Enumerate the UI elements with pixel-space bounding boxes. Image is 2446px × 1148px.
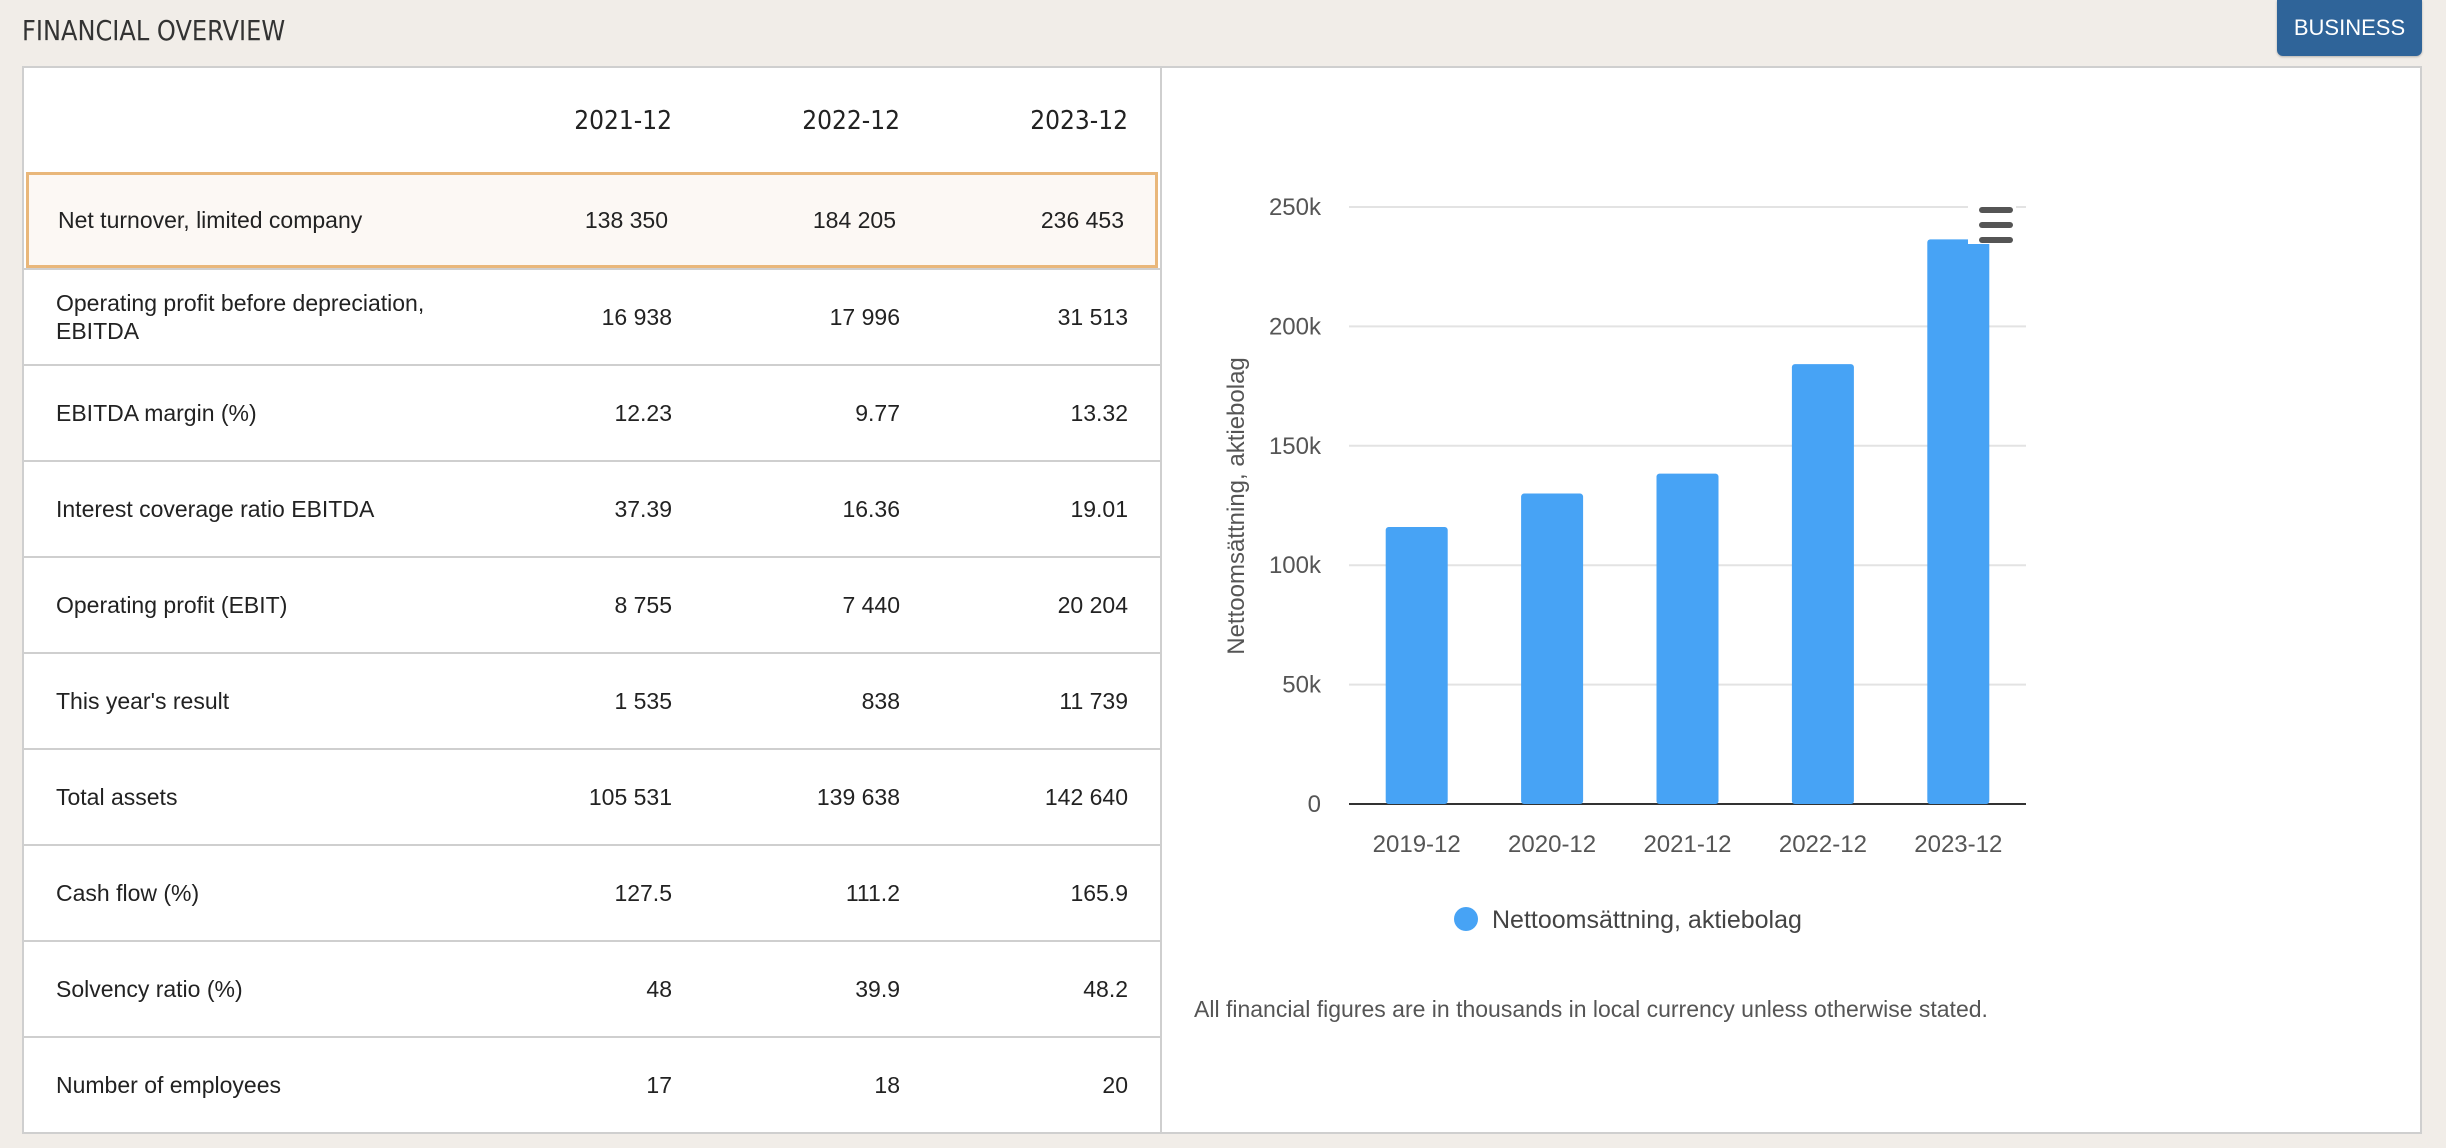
- table-row: This year's result 1 535 838 11 739: [24, 652, 1160, 748]
- row-value-2022-12: 184 205: [812, 206, 896, 233]
- page-title: FINANCIAL OVERVIEW: [22, 14, 286, 47]
- page-header: FINANCIAL OVERVIEW BUSINESS: [0, 0, 2446, 68]
- row-label: Solvency ratio (%): [56, 976, 243, 1002]
- x-tick-label: 2023-12: [1914, 831, 2002, 858]
- row-value-2022-12: 139 638: [816, 783, 900, 810]
- row-value-2023-12: 48.2: [1083, 975, 1128, 1002]
- row-value-2022-12: 7 440: [842, 591, 900, 618]
- row-label: Interest coverage ratio EBITDA: [56, 496, 375, 522]
- row-label: Operating profit before depreciation, EB…: [56, 290, 425, 344]
- row-value-2023-12: 236 453: [1040, 206, 1124, 233]
- y-axis-label: Nettoomsättning, aktiebolag: [1223, 357, 1250, 655]
- legend-label: Nettoomsättning, aktiebolag: [1492, 906, 1802, 934]
- row-value-2022-12: 18: [874, 1071, 900, 1098]
- row-value-2023-12: 20: [1102, 1071, 1128, 1098]
- y-tick-label: 50k: [1282, 672, 1322, 699]
- row-value-2022-12: 9.77: [855, 399, 900, 426]
- x-tick-label: 2021-12: [1643, 831, 1731, 858]
- row-value-2021-12: 127.5: [614, 879, 672, 906]
- row-value-2021-12: 8 755: [614, 591, 672, 618]
- row-value-2021-12: 12.23: [614, 399, 672, 426]
- row-value-2023-12: 13.32: [1070, 399, 1128, 426]
- row-label: Net turnover, limited company: [58, 207, 363, 233]
- table-row: Number of employees 17 18 20: [24, 1036, 1160, 1132]
- row-value-2022-12: 17 996: [829, 303, 900, 330]
- row-label: EBITDA margin (%): [56, 400, 257, 426]
- row-value-2021-12: 37.39: [614, 495, 672, 522]
- y-tick-label: 150k: [1269, 433, 1322, 460]
- row-value-2021-12: 105 531: [588, 783, 672, 810]
- y-tick-label: 200k: [1269, 313, 1322, 340]
- x-tick-label: 2022-12: [1779, 831, 1867, 858]
- table-row: Interest coverage ratio EBITDA 37.39 16.36…: [24, 460, 1160, 556]
- footnote: All financial figures are in thousands i…: [1194, 996, 1988, 1022]
- row-label: Total assets: [56, 784, 178, 810]
- y-tick-label: 250k: [1269, 194, 1322, 221]
- legend-marker: [1454, 907, 1478, 931]
- x-tick-label: 2020-12: [1508, 831, 1596, 858]
- table-header: 2021-12 2022-12 2023-12: [24, 68, 1160, 172]
- bar-2022-12: [1791, 364, 1854, 804]
- row-label: Cash flow (%): [56, 880, 200, 906]
- column-header-2023: 2023-12: [1030, 106, 1128, 136]
- row-value-2022-12: 111.2: [845, 879, 900, 906]
- table-row: Operating profit before depreciation, EB…: [24, 268, 1160, 364]
- row-value-2023-12: 19.01: [1070, 495, 1128, 522]
- financial-overview-panel: 2021-12 2022-12 2023-12 Net turnover, li…: [22, 66, 2422, 1134]
- row-value-2021-12: 138 350: [584, 206, 668, 233]
- column-header-2021: 2021-12: [574, 106, 672, 136]
- table-row: Solvency ratio (%) 48 39.9 48.2: [24, 940, 1160, 1036]
- table-row: Operating profit (EBIT) 8 755 7 440 20 204: [24, 556, 1160, 652]
- business-button[interactable]: BUSINESS: [2277, 0, 2422, 56]
- row-value-2021-12: 1 535: [614, 687, 672, 714]
- row-value-2021-12: 48: [646, 975, 672, 1002]
- row-value-2021-12: 16 938: [601, 303, 672, 330]
- hamburger-menu-icon[interactable]: [1968, 198, 2016, 244]
- bar-2023-12: [1927, 239, 1990, 805]
- bar-2019-12: [1385, 526, 1448, 804]
- bar-chart: 0 50k 100k 150k 200k 250k 2019-12 2020-12 2021-1…: [1223, 194, 2026, 934]
- table-row: EBITDA margin (%) 12.23 9.77 13.32: [24, 364, 1160, 460]
- row-value-2023-12: 31 513: [1057, 303, 1128, 330]
- x-tick-label: 2019-12: [1373, 831, 1461, 858]
- financial-table: 2021-12 2022-12 2023-12 Net turnover, li…: [24, 68, 1162, 1132]
- y-tick-label: 100k: [1269, 552, 1322, 579]
- bar-2020-12: [1521, 493, 1584, 804]
- column-header-2022: 2022-12: [802, 106, 900, 136]
- table-row: Cash flow (%) 127.5 111.2 165.9: [24, 844, 1160, 940]
- row-value-2023-12: 142 640: [1044, 783, 1128, 810]
- row-label: Operating profit (EBIT): [56, 592, 288, 618]
- row-label: This year's result: [56, 688, 230, 714]
- row-value-2022-12: 16.36: [842, 495, 900, 522]
- table-row: Total assets 105 531 139 638 142 640: [24, 748, 1160, 844]
- row-value-2023-12: 165.9: [1070, 879, 1128, 906]
- y-tick-label: 0: [1308, 791, 1321, 818]
- row-value-2022-12: 39.9: [855, 975, 900, 1002]
- row-value-2023-12: 20 204: [1057, 591, 1128, 618]
- row-label: Number of employees: [56, 1072, 281, 1098]
- bar-2021-12: [1656, 473, 1719, 804]
- chart-area: 0 50k 100k 150k 200k 250k 2019-12 2020-12 2021-1…: [1164, 68, 2420, 1132]
- row-value-2023-12: 11 739: [1059, 687, 1128, 714]
- row-value-2022-12: 838: [861, 687, 900, 714]
- table-row[interactable]: Net turnover, limited company 138 350 184 …: [26, 172, 1158, 268]
- row-value-2021-12: 17: [646, 1071, 672, 1098]
